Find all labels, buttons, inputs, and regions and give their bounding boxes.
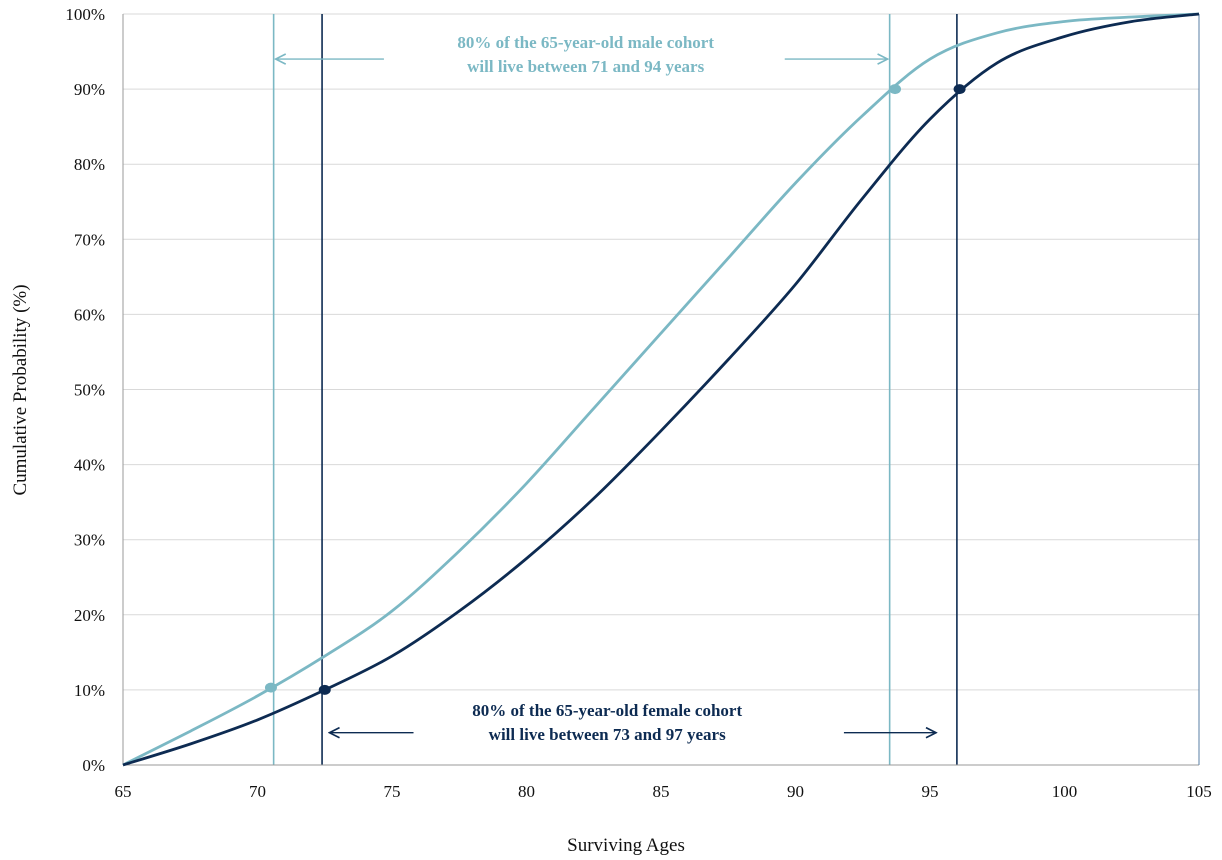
y-tick-label: 30% — [74, 531, 105, 550]
data-point-marker — [889, 84, 902, 95]
x-tick-label: 80 — [518, 782, 535, 801]
annotation-female-line-2: will live between 73 and 97 years — [489, 725, 726, 744]
annotation-male-line-1: 80% of the 65-year-old male cohort — [457, 33, 714, 52]
annotation-female-line-1: 80% of the 65-year-old female cohort — [472, 701, 742, 720]
x-tick-label: 105 — [1186, 782, 1212, 801]
x-tick-label: 70 — [249, 782, 266, 801]
y-axis-title: Cumulative Probability (%) — [10, 284, 31, 495]
y-tick-label: 20% — [74, 606, 105, 625]
data-point-marker — [318, 684, 331, 695]
gridlines — [123, 13, 1199, 691]
y-tick-label: 40% — [74, 456, 105, 475]
x-tick-label: 85 — [653, 782, 670, 801]
x-tick-label: 100 — [1052, 782, 1078, 801]
y-tick-label: 90% — [74, 80, 105, 99]
x-tick-label: 95 — [922, 782, 939, 801]
data-point-marker — [264, 682, 277, 693]
x-tick-label: 75 — [384, 782, 401, 801]
x-tick-label: 90 — [787, 782, 804, 801]
x-tick-label: 65 — [115, 782, 132, 801]
annotation-male-line-2: will live between 71 and 94 years — [467, 57, 704, 76]
axes: 0% 10% 20% 30% 40% 50% 60% 70% 80% 90% 100% 65 70 75 8… — [65, 5, 1211, 801]
x-axis-title: Surviving Ages — [567, 835, 685, 856]
y-tick-label: 50% — [74, 381, 105, 400]
vertical-reference-lines — [272, 14, 958, 765]
y-tick-label: 0% — [82, 756, 105, 775]
annotations: 80% of the 65-year-old male cohort will l… — [276, 33, 936, 744]
series-line-male — [122, 12, 1200, 767]
y-tick-label: 80% — [74, 155, 105, 174]
y-tick-label: 70% — [74, 230, 105, 249]
y-tick-label: 60% — [74, 305, 105, 324]
markers — [264, 84, 966, 695]
data-point-marker — [953, 84, 966, 95]
y-tick-label: 100% — [65, 5, 105, 24]
y-tick-label: 10% — [74, 681, 105, 700]
